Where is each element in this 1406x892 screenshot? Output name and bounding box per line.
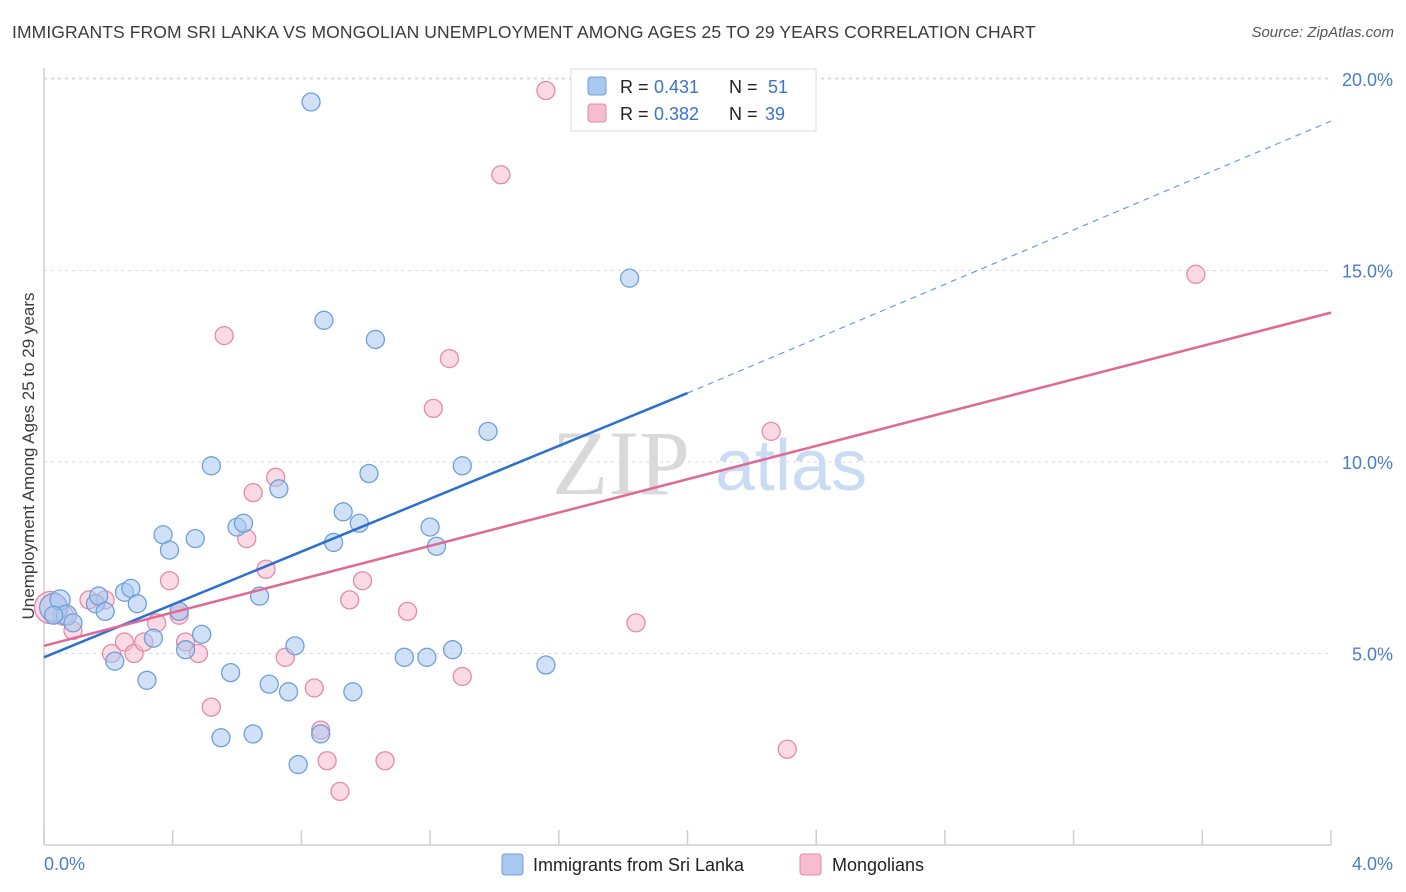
data-point: [44, 605, 64, 625]
data-point: [127, 594, 147, 614]
data-point: [95, 601, 115, 622]
data-point: [442, 640, 463, 660]
data-point: [304, 678, 324, 698]
data-point: [159, 571, 180, 591]
data-point: [375, 751, 395, 771]
x-tick-label-max: 4.0%: [1352, 854, 1393, 874]
legend-swatch-pink: [587, 103, 607, 123]
data-point: [243, 482, 263, 503]
y-tick-label: 5.0%: [1352, 645, 1393, 665]
trend-line-mongolians: [43, 311, 1332, 648]
data-point: [311, 724, 331, 744]
data-point: [175, 640, 196, 660]
bottom-legend-label-mongolians: Mongolians: [832, 855, 924, 875]
data-point: [214, 325, 234, 346]
trend-lines: [43, 120, 1332, 659]
series-sri-lanka: [39, 69, 640, 775]
data-point: [201, 456, 221, 476]
data-point: [105, 651, 125, 671]
data-point: [301, 92, 321, 112]
data-point: [159, 540, 180, 560]
series-legend: Immigrants from Sri Lanka Mongolians: [501, 853, 924, 876]
bottom-legend-swatch-pink: [799, 853, 822, 876]
legend-r-value: 0.431: [654, 77, 699, 97]
data-point: [1186, 264, 1206, 284]
data-point: [278, 682, 299, 702]
data-point: [333, 502, 353, 522]
data-point: [394, 647, 415, 667]
data-point: [452, 666, 472, 687]
gridlines: [44, 77, 1331, 654]
bottom-legend-swatch-blue: [501, 853, 524, 876]
y-axis-title: Unemployment Among Ages 25 to 29 years: [19, 293, 38, 620]
data-point: [220, 663, 241, 683]
data-point: [619, 268, 640, 288]
legend-swatch-blue: [587, 76, 607, 96]
data-point: [439, 348, 460, 369]
data-point: [185, 528, 205, 549]
data-point: [417, 647, 437, 667]
data-point: [137, 670, 157, 690]
data-point: [420, 517, 440, 537]
source-label: Source: ZipAtlas.com: [1251, 24, 1394, 41]
legend-n-value: 39: [765, 104, 785, 124]
data-point: [243, 724, 263, 744]
trend-line-sri-lanka-extension: [687, 120, 1332, 394]
data-point: [397, 601, 418, 622]
data-point: [63, 613, 83, 633]
data-point: [478, 421, 498, 442]
data-point: [340, 590, 360, 610]
data-point: [452, 456, 472, 476]
data-point: [269, 479, 289, 499]
data-point: [365, 329, 386, 350]
watermark-zip: ZIP: [552, 412, 690, 514]
data-point: [491, 165, 511, 185]
data-point: [317, 751, 337, 771]
y-tick-label: 10.0%: [1342, 453, 1393, 473]
legend-r-label: R =: [620, 77, 649, 97]
data-point: [285, 636, 305, 656]
data-point: [777, 739, 797, 759]
data-point: [423, 398, 443, 419]
data-point: [259, 674, 279, 694]
y-tick-labels: 5.0% 10.0% 15.0% 20.0%: [1342, 70, 1393, 665]
watermark: ZIP atlas: [552, 412, 867, 514]
legend-r-label: R =: [620, 104, 649, 124]
legend-n-label: N =: [729, 77, 758, 97]
data-point: [233, 513, 254, 533]
data-point: [143, 628, 164, 648]
data-point: [352, 571, 373, 591]
stats-legend: R = 0.431 N = 51 R = 0.382 N = 39: [570, 68, 817, 132]
legend-n-label: N =: [729, 104, 758, 124]
data-point: [192, 624, 212, 644]
axes: [43, 68, 1332, 846]
data-point: [536, 655, 556, 675]
y-tick-label: 20.0%: [1342, 70, 1393, 90]
data-point: [330, 781, 350, 802]
y-tick-label: 15.0%: [1342, 262, 1393, 282]
data-point: [201, 697, 221, 717]
legend-n-value: 51: [768, 77, 788, 97]
data-point: [761, 421, 781, 442]
bottom-legend-label-sri-lanka: Immigrants from Sri Lanka: [533, 855, 745, 875]
stats-legend-box: [570, 68, 817, 132]
data-point: [536, 80, 556, 101]
data-point: [211, 728, 231, 748]
data-point: [626, 613, 646, 633]
data-point: [314, 310, 334, 330]
x-tick-label-min: 0.0%: [44, 854, 85, 874]
chart-title: IMMIGRANTS FROM SRI LANKA VS MONGOLIAN U…: [12, 22, 1036, 42]
data-point: [288, 754, 308, 775]
legend-r-value: 0.382: [654, 104, 699, 124]
trend-line-sri-lanka: [43, 391, 688, 659]
data-point: [359, 463, 379, 484]
data-point: [343, 682, 363, 702]
